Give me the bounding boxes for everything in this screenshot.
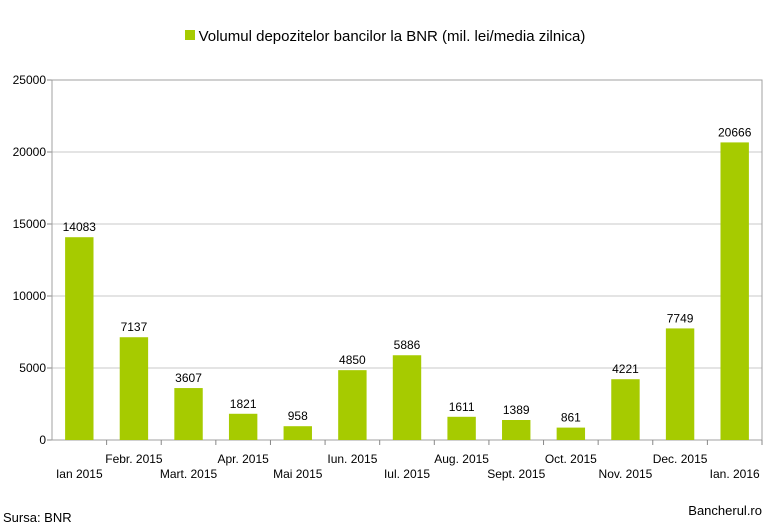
data-label: 20666 [718,125,752,139]
data-label: 3607 [175,371,202,385]
bar [174,388,203,440]
data-label: 861 [561,411,581,425]
bar [338,370,367,440]
data-label: 1821 [230,397,257,411]
x-tick-label: Iun. 2015 [327,452,377,466]
source-note: Sursa: BNR [3,510,72,525]
legend-label: Volumul depozitelor bancilor la BNR (mil… [198,28,586,45]
data-label: 958 [288,409,308,423]
x-tick-label: Mai 2015 [273,467,323,481]
x-tick-label: Febr. 2015 [105,452,163,466]
bar [283,426,312,440]
y-tick-label: 20000 [13,145,47,159]
x-tick-label: Ian. 2016 [710,467,760,481]
data-label: 7137 [121,320,148,334]
x-tick-label: Ian 2015 [56,467,103,481]
data-label: 4850 [339,353,366,367]
chart-legend: Volumul depozitelor bancilor la BNR (mil… [0,28,770,45]
brand-label: Bancherul.ro [688,503,762,518]
y-tick-label: 25000 [13,73,47,87]
y-tick-label: 5000 [19,361,46,375]
bar [611,379,640,440]
bar [720,142,749,440]
data-label: 1389 [503,403,530,417]
x-tick-label: Sept. 2015 [487,467,545,481]
data-label: 14083 [63,220,97,234]
bar [556,427,586,440]
x-tick-label: Mart. 2015 [160,467,218,481]
y-tick-label: 0 [39,433,46,447]
x-tick-label: Dec. 2015 [653,452,708,466]
y-tick-label: 15000 [13,217,47,231]
data-label: 1611 [449,400,475,414]
bar [65,237,94,440]
x-tick-label: Oct. 2015 [545,452,597,466]
x-tick-label: Aug. 2015 [434,452,489,466]
bar [119,337,149,440]
legend-swatch [184,30,195,40]
bar [502,419,531,440]
data-label: 5886 [394,338,421,352]
y-tick-label: 10000 [13,289,47,303]
data-label: 7749 [667,311,694,325]
bar [447,416,476,440]
bar [228,413,258,440]
bar [392,355,422,440]
data-label: 4221 [612,362,639,376]
bar [665,328,695,440]
x-tick-label: Nov. 2015 [599,467,653,481]
x-tick-label: Iul. 2015 [384,467,430,481]
x-tick-label: Apr. 2015 [217,452,269,466]
